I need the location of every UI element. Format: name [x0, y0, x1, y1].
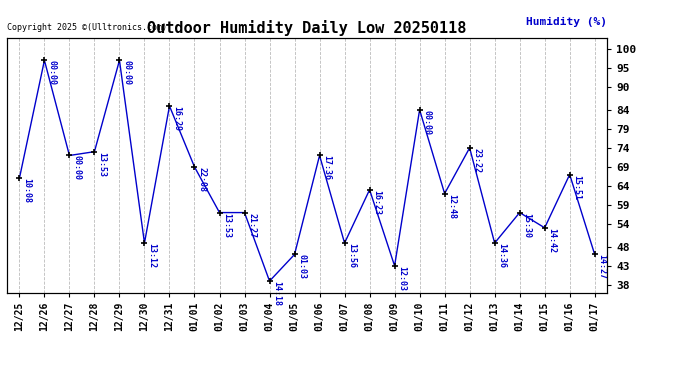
Text: 15:51: 15:51 — [573, 174, 582, 200]
Text: 14:36: 14:36 — [497, 243, 506, 268]
Text: 13:53: 13:53 — [97, 152, 106, 177]
Text: 16:23: 16:23 — [373, 190, 382, 215]
Text: 00:00: 00:00 — [122, 60, 132, 86]
Text: 13:12: 13:12 — [148, 243, 157, 268]
Text: 14:18: 14:18 — [273, 281, 282, 306]
Text: 13:53: 13:53 — [222, 213, 232, 238]
Text: 21:27: 21:27 — [248, 213, 257, 238]
Text: 15:30: 15:30 — [522, 213, 532, 238]
Text: 16:29: 16:29 — [172, 106, 181, 131]
Text: Humidity (%): Humidity (%) — [526, 17, 607, 27]
Text: 00:00: 00:00 — [48, 60, 57, 86]
Text: 12:48: 12:48 — [448, 194, 457, 219]
Text: 17:36: 17:36 — [322, 156, 332, 180]
Text: 12:03: 12:03 — [397, 266, 406, 291]
Text: Copyright 2025 ©(Ulltronics.com): Copyright 2025 ©(Ulltronics.com) — [7, 23, 167, 32]
Text: 00:00: 00:00 — [422, 110, 432, 135]
Title: Outdoor Humidity Daily Low 20250118: Outdoor Humidity Daily Low 20250118 — [148, 20, 466, 36]
Text: 23:22: 23:22 — [473, 148, 482, 173]
Text: 22:08: 22:08 — [197, 167, 206, 192]
Text: 10:08: 10:08 — [22, 178, 32, 203]
Text: 13:56: 13:56 — [348, 243, 357, 268]
Text: 14:42: 14:42 — [548, 228, 557, 253]
Text: 00:00: 00:00 — [72, 156, 81, 180]
Text: 01:03: 01:03 — [297, 255, 306, 279]
Text: 14:27: 14:27 — [598, 255, 607, 279]
